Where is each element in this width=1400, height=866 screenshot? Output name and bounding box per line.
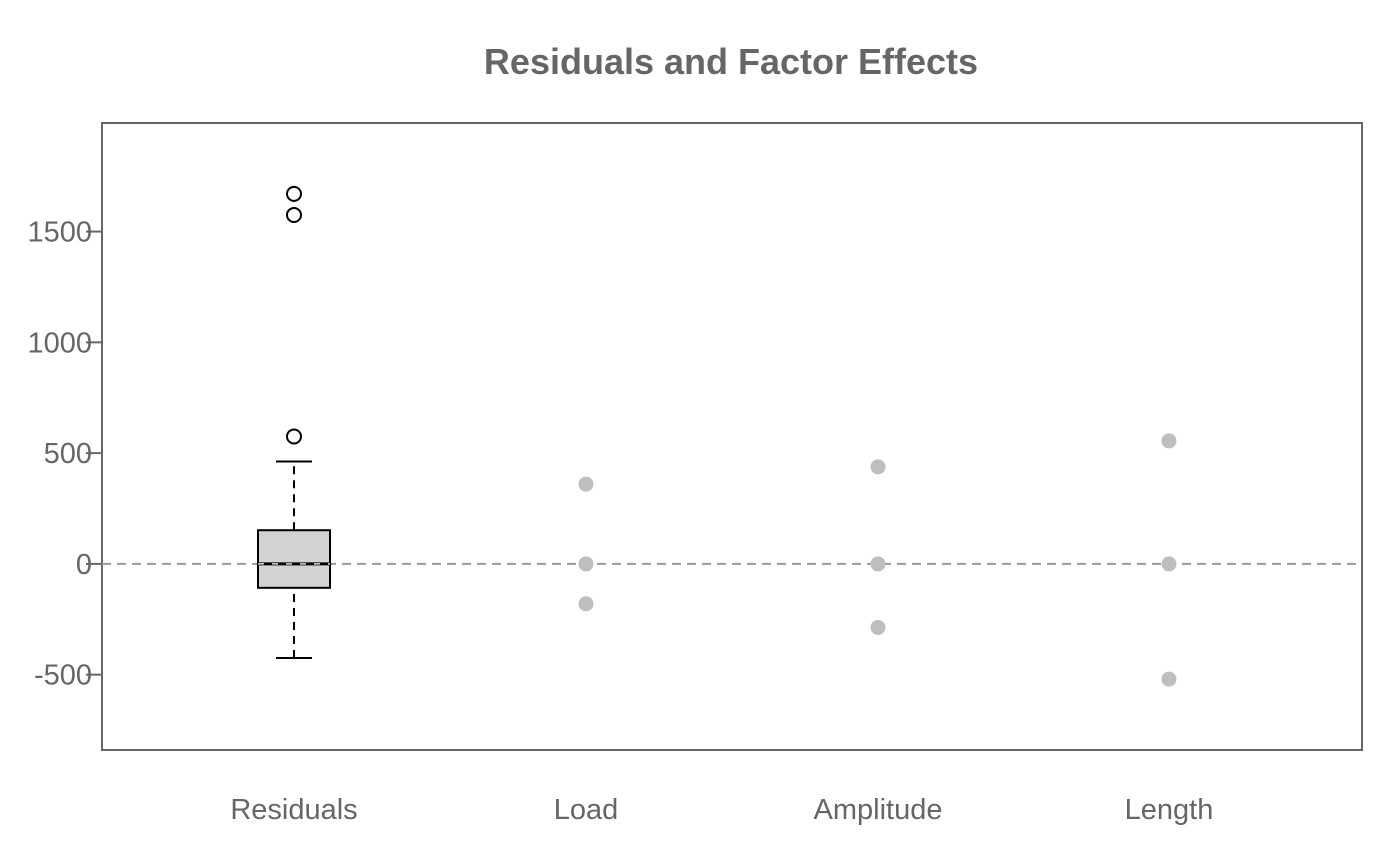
effect-point-load	[578, 556, 594, 572]
effect-point-amplitude	[870, 459, 886, 475]
effect-point-length	[1161, 671, 1177, 687]
y-tick-label: -500	[34, 660, 92, 692]
x-label-amplitude: Amplitude	[814, 794, 943, 826]
y-tick-label: 1500	[27, 217, 92, 249]
outlier-point	[286, 428, 302, 445]
effect-point-length	[1161, 433, 1177, 449]
effect-point-amplitude	[870, 556, 886, 572]
box-iqr	[257, 529, 331, 589]
outlier-point	[286, 185, 302, 202]
y-axis: -500 0 500 1000 1500	[27, 217, 102, 692]
x-category-labels: Residuals Load Amplitude Length	[230, 794, 1213, 826]
y-tick-label: 1000	[27, 327, 92, 359]
outlier-point	[286, 206, 302, 223]
effect-point-length	[1161, 556, 1177, 572]
y-tick-label: 500	[44, 438, 92, 470]
residuals-boxplot	[257, 185, 331, 660]
y-tick-label: 0	[76, 549, 92, 581]
x-label-residuals: Residuals	[230, 794, 357, 826]
plot-area-frame	[101, 122, 1363, 751]
effect-point-load	[578, 596, 594, 612]
x-label-length: Length	[1125, 794, 1214, 826]
effect-point-amplitude	[870, 619, 886, 635]
chart-title: Residuals and Factor Effects	[484, 41, 978, 82]
effect-point-load	[578, 476, 594, 492]
factor-effect-points	[578, 433, 1177, 687]
x-label-load: Load	[554, 794, 619, 826]
